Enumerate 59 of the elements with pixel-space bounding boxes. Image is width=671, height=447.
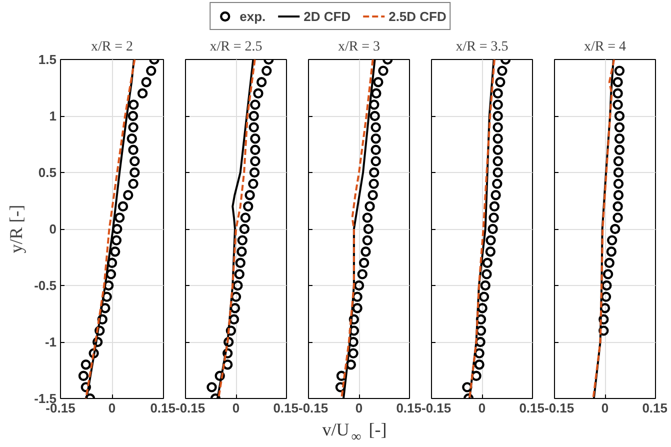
y-tick-label: 0.5 [38,165,57,180]
x-tick-label: 0.15 [519,400,545,416]
y-tick-label: -0.5 [34,278,57,293]
point [92,336,103,348]
y-tick-label: 0 [49,222,57,236]
point [100,303,110,314]
y-tick-label: -1 [44,334,57,350]
point [112,224,122,234]
y-tick-label: 1 [49,108,57,124]
point [130,167,140,178]
y-tick-label: 1.5 [38,52,57,67]
point [78,370,89,381]
x-axis-title: v/U∞ [-] [322,420,387,445]
chart-title: x/R = 2.5 [210,40,262,54]
point [106,269,116,280]
point [146,66,156,76]
point [128,122,138,132]
point [94,326,105,336]
x-tick-label: -0.15 [298,400,328,416]
legend-label: 2D CFD [304,8,351,24]
x-tick-label: -0.15 [544,400,574,416]
point [106,258,118,268]
legend-label: 2.5D CFD [388,8,446,24]
point [130,156,140,166]
chart-title: x/R = 4 [584,40,626,54]
point [123,190,134,200]
point [128,110,138,122]
point [126,134,138,144]
point [80,382,92,392]
chart-title: x/R = 3.5 [456,40,508,54]
x-tick-label: 0 [478,400,486,416]
point [118,201,128,212]
point [128,178,138,189]
point [88,348,99,358]
x-tick-label: 0.15 [396,400,422,416]
point [137,88,148,98]
chart-title: x/R = 2 [90,40,134,54]
y-axis-title: y/R [-] [6,204,26,254]
point [103,280,114,291]
point [97,314,108,324]
point [128,100,139,110]
x-tick-label: -0.15 [176,400,206,416]
point [102,292,112,302]
legend-label: exp. [240,8,266,24]
x-tick-label: 0 [355,400,363,416]
point [111,235,122,246]
x-tick-label: 0.15 [150,400,176,416]
x-tick-label: 0 [601,400,609,416]
x-tick-label: 0.15 [642,400,668,416]
chart-title: x/R = 3 [338,40,380,54]
point [128,144,138,155]
point [141,77,152,88]
x-tick-label: 0 [232,400,240,416]
point [110,246,120,257]
x-tick-label: -0.15 [422,400,452,416]
x-tick-label: 0.15 [273,400,299,416]
point [114,212,125,223]
x-tick-label: 0 [108,400,116,416]
point [80,360,92,370]
